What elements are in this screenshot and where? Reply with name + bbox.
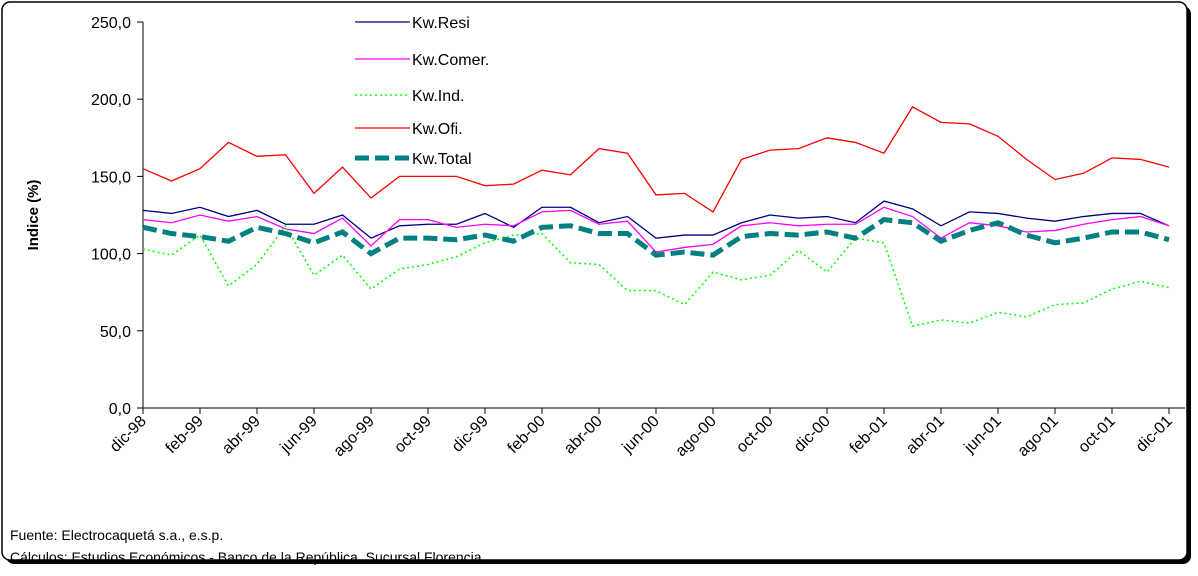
series-line [142, 200, 1170, 239]
y-tick-label: 250,0 [91, 15, 131, 32]
series-line [142, 106, 1170, 213]
note: Cálculos: Estudios Económicos - Banco de… [10, 549, 485, 565]
legend-label: Kw.Comer. [412, 52, 489, 69]
legend-label: Kw.Ofi. [412, 121, 463, 138]
frame [1, 1, 1188, 561]
note: Fuente: Electrocaquetá s.a., e.s.p. [10, 527, 223, 543]
y-tick-label: 200,0 [91, 92, 131, 109]
series-line [142, 217, 1170, 258]
y-tick-label: 0,0 [109, 401, 131, 418]
y-tick-label: 150,0 [91, 169, 131, 186]
legend-label: Kw.Total [412, 151, 472, 168]
y-axis-title: Indice (%) [25, 180, 42, 251]
legend-label: Kw.Ind. [412, 88, 464, 105]
y-tick-label: 100,0 [91, 247, 131, 264]
legend-label: Kw.Resi [412, 15, 470, 32]
y-tick-label: 50,0 [100, 324, 131, 341]
